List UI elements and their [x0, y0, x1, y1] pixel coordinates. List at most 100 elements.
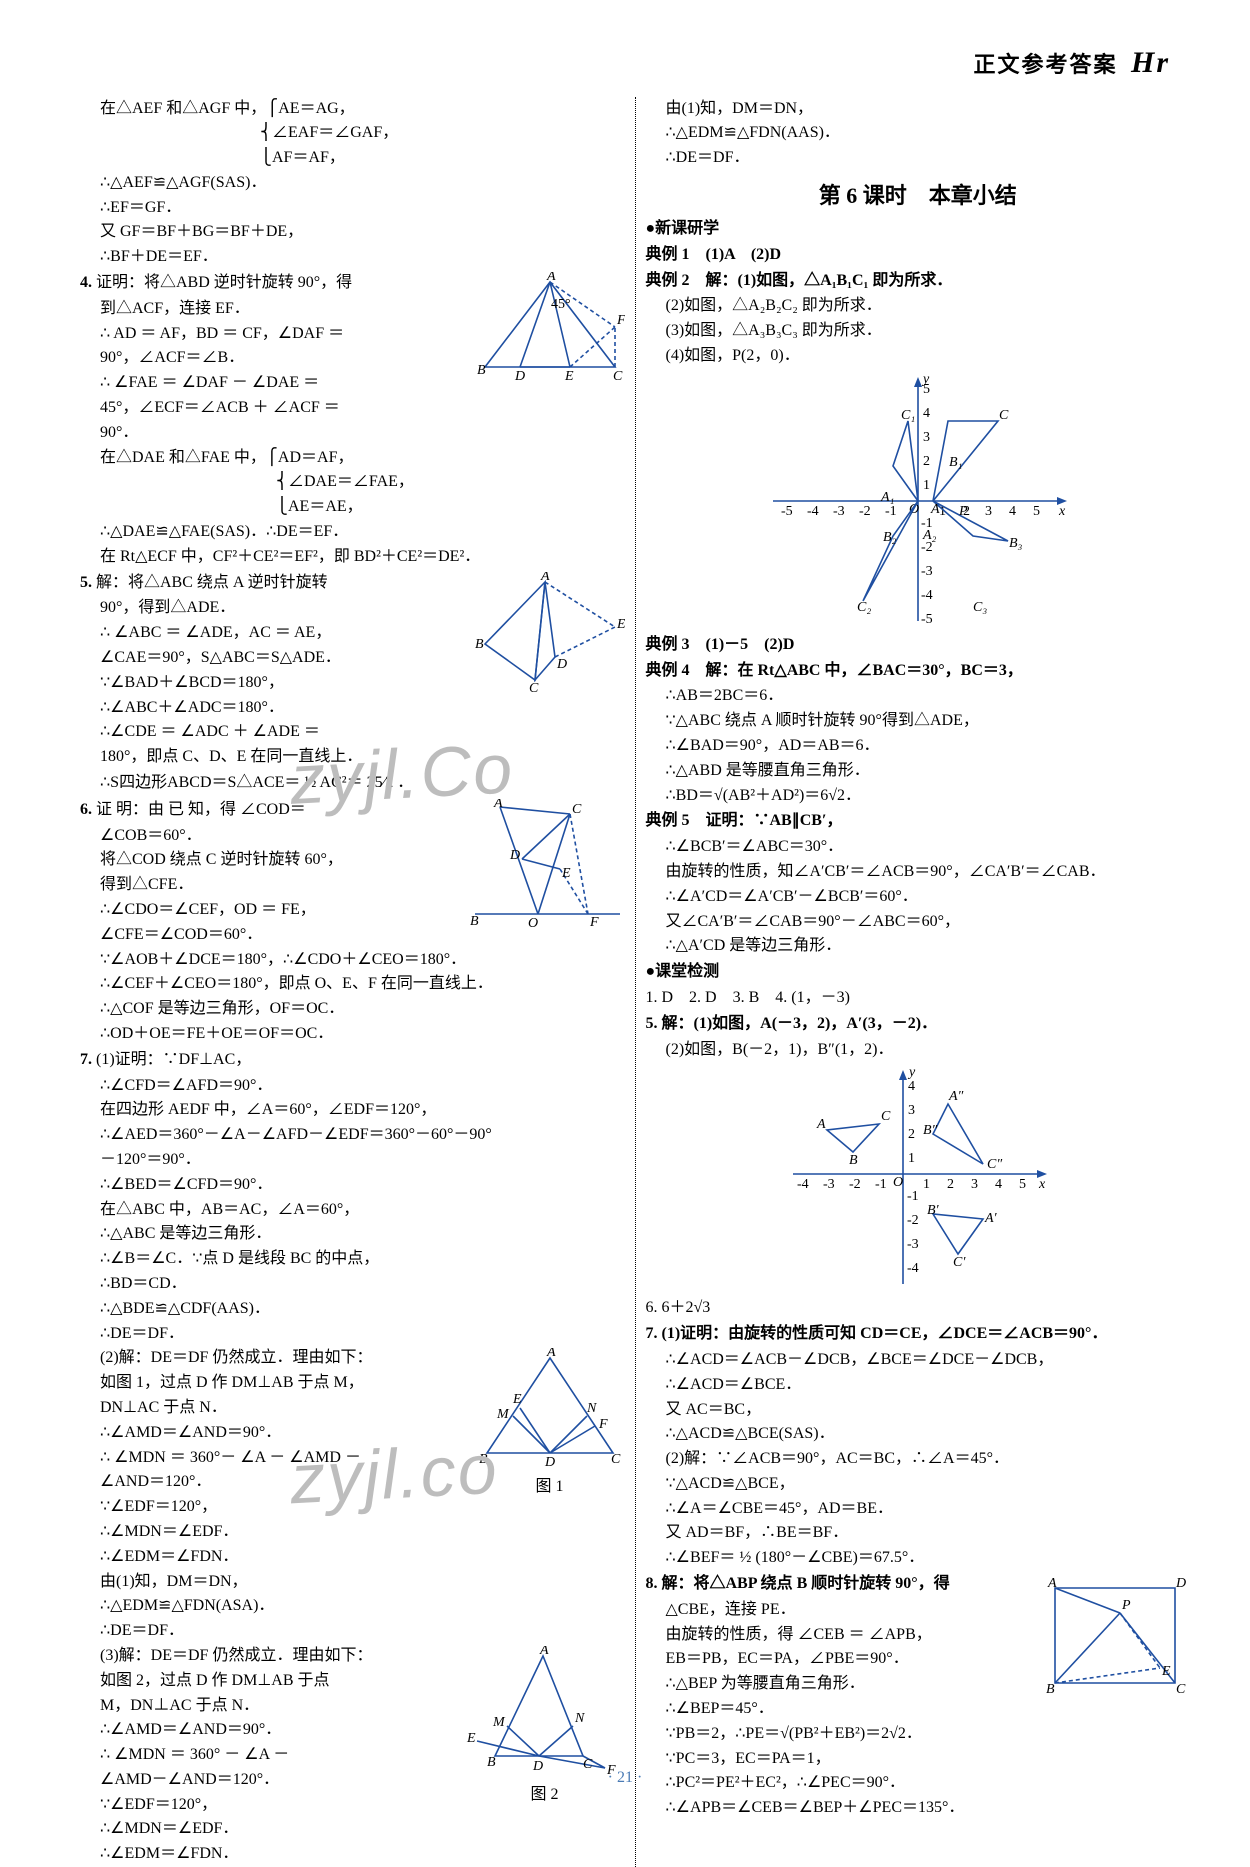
- line: 由旋转的性质，得 ∠CEB ＝ ∠APB，: [666, 1623, 1041, 1648]
- line: ∴∠EDM＝∠FDN．: [100, 1842, 465, 1867]
- svg-text:-4: -4: [907, 1261, 919, 1276]
- svg-text:A′: A′: [984, 1211, 998, 1226]
- svg-text:3: 3: [923, 430, 930, 445]
- svg-text:C: C: [1176, 1682, 1186, 1697]
- line: ∵∠EDF＝120°，: [100, 1793, 465, 1818]
- dl1: 典例 1 (1)A (2)D: [646, 243, 1191, 268]
- line: ∴DE＝DF．: [100, 1619, 475, 1644]
- svg-text:E: E: [1161, 1664, 1171, 1679]
- svg-text:-4: -4: [797, 1177, 809, 1192]
- q6-tail: ∵∠AOB＋∠DCE＝180°，∴∠CDO＋∠CEO＝180°． ∴∠CEF＋∠…: [80, 948, 625, 1047]
- svg-text:M: M: [492, 1715, 506, 1730]
- line: ∴∠MDN＝∠EDF．: [100, 1520, 475, 1545]
- svg-text:C′: C′: [953, 1255, 966, 1270]
- line: (1)证明：∵DF⊥AC，: [96, 1051, 251, 1068]
- line: 在四边形 AEDF 中，∠A＝60°，∠EDF＝120°，: [100, 1098, 625, 1123]
- line: ∴∠BED＝∠CFD＝90°．: [100, 1173, 625, 1198]
- line: 在 Rt△ECF 中，CF²＋CE²＝EF²，即 BD²＋CE²＝DE²．: [100, 545, 625, 570]
- line: ∴△ABD 是等腰直角三角形．: [666, 759, 1191, 784]
- line: △CBE，连接 PE．: [666, 1598, 1041, 1623]
- svg-text:3: 3: [985, 504, 992, 519]
- svg-text:A: A: [546, 272, 556, 284]
- svg-text:B: B: [1046, 1682, 1055, 1697]
- svg-text:-1: -1: [885, 504, 897, 519]
- line: 到△ACF，连接 EF．: [100, 297, 475, 322]
- svg-text:45°: 45°: [551, 297, 571, 312]
- svg-text:A: A: [540, 572, 550, 584]
- line: ∴∠ACD＝∠BCE．: [666, 1373, 1191, 1398]
- line: ∴∠MDN＝∠EDF．: [100, 1817, 465, 1842]
- line: 又 AC＝BC，: [666, 1398, 1191, 1423]
- dl5-body: ∴∠BCB′＝∠ABC＝30°． 由旋转的性质，知∠A′CB′＝∠ACB＝90°…: [646, 835, 1191, 959]
- svg-text:-5: -5: [781, 504, 793, 519]
- q3-tail: 在△AEF 和△AGF 中，⎧AE＝AG， ⎨∠EAF＝∠GAF， ⎩AF＝AF…: [80, 97, 625, 271]
- svg-text:F: F: [589, 915, 599, 930]
- line: ∵△ACD≌△BCE，: [666, 1472, 1191, 1497]
- svg-text:E: E: [564, 369, 574, 382]
- line: ∠AND＝120°．: [100, 1470, 475, 1495]
- line: ∴BD＝CD．: [100, 1272, 625, 1297]
- svg-text:C: C: [999, 408, 1009, 423]
- line: 如图 1，过点 D 作 DM⊥AB 于点 M，: [100, 1371, 475, 1396]
- q6-block: 6. 证 明：由 已 知，得 ∠COD＝ ∠COB＝60°． 将△COD 绕点 …: [80, 797, 625, 948]
- svg-text:A: A: [493, 799, 503, 811]
- svg-text:1: 1: [923, 1177, 930, 1192]
- line: ∴△COF 是等边三角形，OF＝OC．: [100, 997, 625, 1022]
- line: ⎨∠EAF＝∠GAF，: [100, 121, 625, 146]
- svg-text:A: A: [816, 1117, 826, 1132]
- kt5-l2: (2)如图，B(－2，1)，B″(1，2)．: [646, 1038, 1191, 1063]
- svg-text:D: D: [1175, 1576, 1186, 1591]
- dl5-head: 典例 5 证明：∵AB∥CB′，: [646, 809, 1191, 834]
- svg-text:5: 5: [1019, 1177, 1026, 1192]
- svg-text:B′: B′: [927, 1203, 940, 1218]
- svg-text:-4: -4: [807, 504, 819, 519]
- line: ∴AB＝2BC＝6．: [666, 684, 1191, 709]
- line: (3)如图，△A₃B₃C₃ 即为所求．: [666, 319, 1191, 344]
- svg-text:B₁: B₁: [949, 455, 962, 470]
- dl2-body: (2)如图，△A₂B₂C₂ 即为所求． (3)如图，△A₃B₃C₃ 即为所求． …: [646, 294, 1191, 368]
- svg-text:y: y: [921, 372, 930, 387]
- line: ∵PB＝2，∴PE＝√(PB²＋EB²)＝2√2．: [666, 1722, 1191, 1747]
- svg-text:-3: -3: [823, 1177, 835, 1192]
- line: ⎩AF＝AF，: [100, 146, 625, 171]
- svg-text:-1: -1: [875, 1177, 887, 1192]
- kt7-head: 7. (1)证明：由旋转的性质可知 CD＝CE，∠DCE＝∠ACB＝90°．: [646, 1322, 1191, 1347]
- line: 90°，得到△ADE．: [100, 596, 475, 621]
- line: (2)如图，△A₂B₂C₂ 即为所求．: [666, 294, 1191, 319]
- svg-text:4: 4: [1009, 504, 1016, 519]
- line: 90°，∠ACF＝∠B．: [100, 346, 475, 371]
- line: M，DN⊥AC 于点 N．: [100, 1694, 465, 1719]
- kt7-body: ∴∠ACD＝∠ACB－∠DCB，∠BCE＝∠DCE－∠DCB， ∴∠ACD＝∠B…: [646, 1348, 1191, 1571]
- svg-text:-2: -2: [907, 1213, 919, 1228]
- svg-text:N: N: [586, 1401, 597, 1416]
- line: ∴∠EDM＝∠FDN．: [100, 1545, 475, 1570]
- line: 又∠CA′B′＝∠CAB＝90°－∠ABC＝60°，: [666, 910, 1191, 935]
- svg-text:B: B: [470, 914, 479, 929]
- svg-text:2: 2: [947, 1177, 954, 1192]
- svg-text:A₁: A₁: [880, 490, 894, 505]
- line: 在△DAE 和△FAE 中，⎧AD＝AF，: [100, 446, 625, 471]
- line: 证明：将△ABD 逆时针旋转 90°，得: [96, 274, 352, 291]
- line: ∴EF＝GF．: [100, 196, 625, 221]
- line: ∴ ∠FAE ＝ ∠DAF － ∠DAE ＝: [100, 371, 475, 396]
- line: ∴△BDE≌△CDF(AAS)．: [100, 1297, 625, 1322]
- kt6: 6. 6＋2√3: [646, 1296, 1191, 1321]
- q4-num: 4.: [80, 274, 92, 291]
- svg-text:E: E: [466, 1731, 476, 1746]
- line: (2)解：DE＝DF 仍然成立．理由如下：: [100, 1346, 475, 1371]
- svg-text:O: O: [893, 1175, 903, 1190]
- line: 由旋转的性质，知∠A′CB′＝∠ACB＝90°，∠CA′B′＝∠CAB．: [666, 860, 1191, 885]
- line: ∴∠ACD＝∠ACB－∠DCB，∠BCE＝∠DCE－∠DCB，: [666, 1348, 1191, 1373]
- line: ∴OD＋OE＝FE＋OE＝OF＝OC．: [100, 1022, 625, 1047]
- svg-text:A: A: [546, 1348, 556, 1360]
- svg-text:O: O: [528, 916, 538, 931]
- line: ∴∠AMD＝∠AND＝90°．: [100, 1421, 475, 1446]
- svg-text:A₂: A₂: [922, 528, 937, 543]
- q7-p2-block: (2)解：DE＝DF 仍然成立．理由如下： 如图 1，过点 D 作 DM⊥AB …: [80, 1346, 625, 1644]
- line: ∴△ABC 是等边三角形．: [100, 1222, 625, 1247]
- q4-figure: A B D E C F 45°: [475, 272, 625, 382]
- line: ∴∠BCB′＝∠ABC＝30°．: [666, 835, 1191, 860]
- svg-text:y: y: [907, 1065, 916, 1080]
- svg-text:-4: -4: [921, 588, 933, 603]
- line: ∴∠CDE ＝ ∠ADC ＋ ∠ADE ＝: [100, 720, 475, 745]
